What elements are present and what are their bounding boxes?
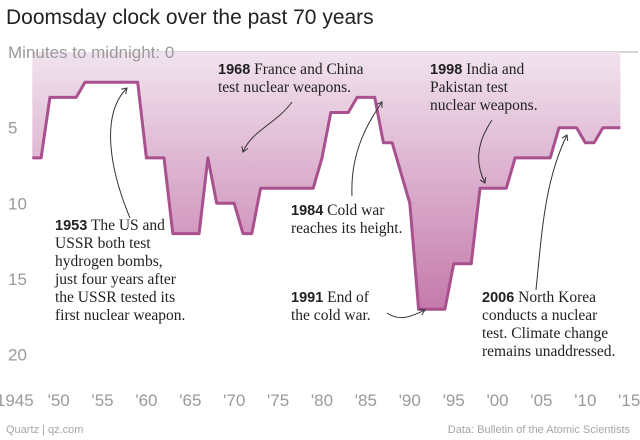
y-tick-label: 10: [8, 194, 27, 213]
y-tick-label: 20: [8, 346, 27, 365]
x-tick-label: '00: [486, 391, 508, 410]
annotation-1998: 1998 India and Pakistan test nuclear weapo…: [430, 61, 538, 184]
x-tick-label: '80: [311, 391, 333, 410]
arrowhead: [120, 87, 128, 95]
arrowhead: [241, 146, 249, 153]
chart-title: Doomsday clock over the past 70 years: [6, 6, 374, 29]
annotation-leader: [478, 119, 493, 184]
doomsday-line: [32, 80, 621, 311]
annotation-2006: 2006 North Korea conducts a nuclear test. …: [482, 134, 615, 360]
x-tick-label: '85: [355, 391, 377, 410]
arrowhead: [561, 134, 569, 142]
annotation-1991: 1991 End of the cold war.: [291, 289, 426, 324]
arrowhead: [376, 101, 383, 109]
x-tick-label: '60: [135, 391, 157, 410]
annotation-leader: [242, 101, 293, 153]
annotation-1984: 1984 Cold war reaches its height.: [291, 101, 402, 237]
x-tick-label: '15: [618, 391, 640, 410]
x-tick-label: '55: [91, 391, 113, 410]
arrowhead: [479, 176, 487, 184]
x-tick-label: 1945: [0, 391, 34, 410]
annotation-leader: [110, 87, 131, 219]
y-tick-label: 15: [8, 270, 27, 289]
y-tick-label: Minutes to midnight: 0: [8, 43, 174, 62]
x-tick-label: '10: [574, 391, 596, 410]
x-tick-label: '90: [399, 391, 421, 410]
x-tick-label: '75: [267, 391, 289, 410]
arrowhead: [419, 308, 426, 316]
annotation-1968: 1968 France and China test nuclear weapon…: [218, 61, 364, 153]
x-tick-label: '05: [530, 391, 552, 410]
annotation-leader: [535, 134, 568, 291]
annotation-leader: [351, 101, 383, 197]
x-tick-label: '50: [48, 391, 70, 410]
x-tick-label: '65: [179, 391, 201, 410]
annotation-1953: 1953 The US and USSR both test hydrogen bo…: [54, 87, 185, 324]
x-tick-label: '95: [443, 391, 465, 410]
y-tick-label: 5: [8, 119, 17, 138]
source-credit: Quartz | qz.com: [6, 424, 84, 436]
data-source: Data: Bulletin of the Atomic Scientists: [447, 424, 630, 436]
x-tick-label: '70: [223, 391, 245, 410]
annotation-leader: [386, 309, 426, 319]
